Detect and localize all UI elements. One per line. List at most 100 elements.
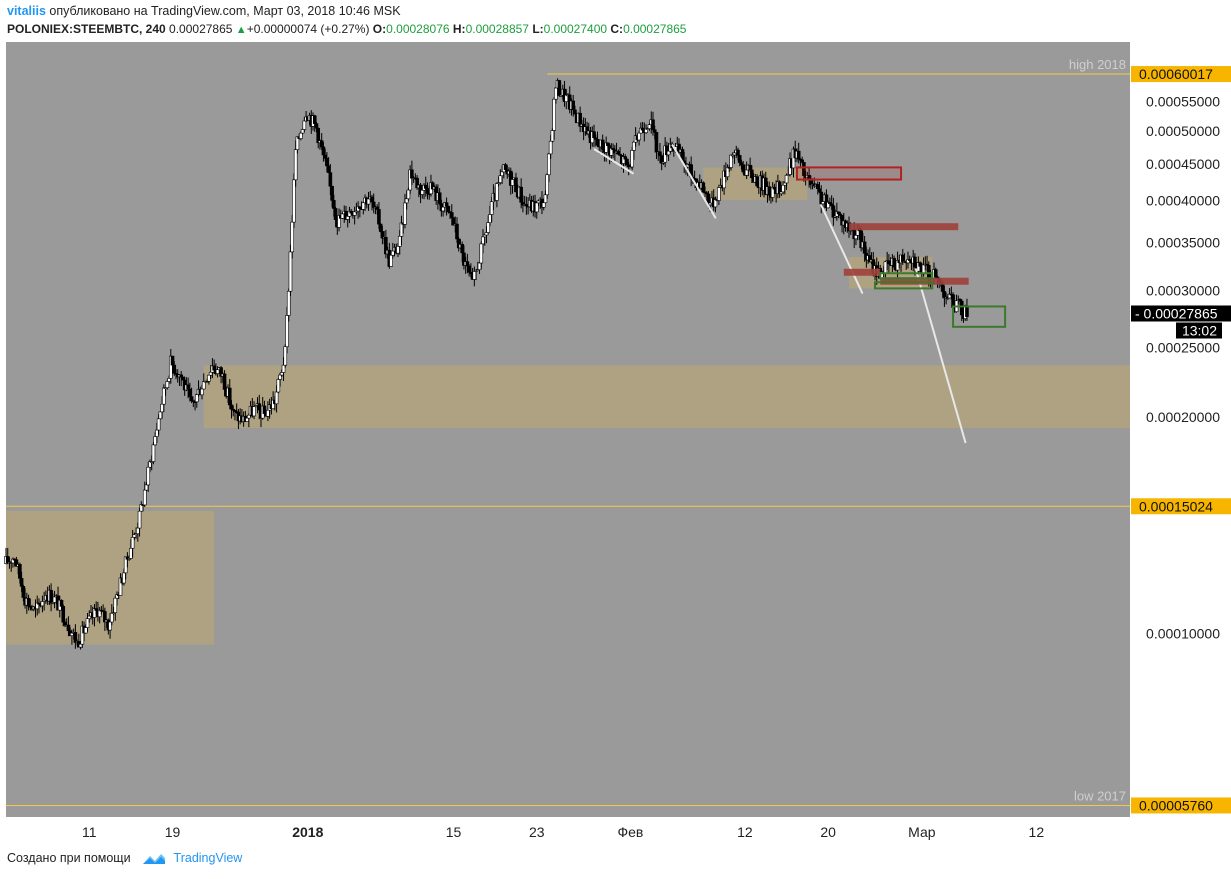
candle-body [933,269,938,278]
candle-body [186,384,190,390]
candle-body [333,208,338,220]
candle-body [755,176,759,187]
candle-body [156,418,161,431]
ohlc-line: POLONIEX:STEEMBTC, 240 0.00027865 ▲+0.00… [7,22,686,36]
candle-body [257,403,262,411]
time-axis[interactable] [0,817,1231,843]
candle-body [78,643,83,648]
candle-body [744,169,749,176]
candle-body [739,162,744,166]
candle-body [302,120,307,130]
candle-body [229,404,234,410]
candle-body [446,205,451,213]
candle-body [425,188,430,194]
x-tick-label-3: 15 [446,824,462,840]
candle-body [959,300,964,316]
candle-body [883,261,888,275]
candle-body [647,124,652,129]
candle-body [940,283,945,292]
candle-body [729,154,733,168]
candle-body [59,599,64,607]
candle-body [389,254,393,267]
candle-body [500,171,504,177]
close-label: C: [610,22,624,36]
candle-body [397,235,402,247]
candle-body [332,200,336,209]
candle-body [900,254,905,263]
x-tick-label-6: 12 [737,824,753,840]
candle-body [503,164,508,171]
level-price-1: 0.00015024 [1139,498,1213,514]
tradingview-link[interactable]: TradingView [173,851,243,865]
plot-area[interactable] [6,42,1130,843]
candle-body [481,236,485,245]
candle-body [312,115,317,124]
candle-body [406,189,411,200]
candle-body [212,365,216,371]
candle-body [130,536,135,549]
candle-body [640,127,645,131]
resistance-bar-2 [843,268,881,276]
candle-body [784,174,789,184]
candle-body [479,243,484,264]
candle-body [519,186,523,203]
candle-body [283,346,288,366]
trend-line-3 [914,268,967,444]
candle-body [19,578,24,587]
candle-body [370,196,374,203]
candle-body [227,387,232,406]
candle-body [179,374,183,378]
candle-body [632,141,636,151]
resistance-bar-1 [880,277,969,285]
candle-body [146,466,151,486]
author-link[interactable]: vitaliis [7,4,46,18]
high-label: H: [452,22,466,36]
candle-body [831,205,836,218]
candle-body [195,394,199,403]
candle-body [144,484,149,491]
candle-body [767,186,772,196]
candle-body [153,436,157,446]
candle-body [292,179,296,223]
candle-body [554,87,558,100]
candle-body [361,202,366,210]
candle-body [652,129,657,133]
candle-body [547,153,551,176]
candle-body [319,140,324,148]
level-name-0: high 2018 [1069,57,1126,72]
candle-body [455,223,459,240]
candle-body [821,201,825,205]
candle-body [444,202,449,207]
candle-body [325,157,329,167]
candle-body [918,262,922,267]
symbol-label[interactable]: POLONIEX:STEEMBTC, 240 [7,22,166,36]
level-price-box-1 [1131,498,1231,515]
trend-line-1 [671,143,717,219]
candle-body [85,618,90,628]
candle-body [484,232,489,236]
candle-body [151,444,156,462]
price-axis[interactable] [1130,42,1231,817]
x-tick-label-0: 11 [82,824,97,840]
candle-body [486,222,491,233]
candle-body [300,129,305,134]
candle-body [375,206,379,210]
candle-body [326,165,331,173]
candle-body [488,214,492,223]
target-box-1 [879,272,934,280]
candle-body [545,174,549,196]
candle-body [40,601,45,607]
price-chart[interactable]: 0.00010000 0.00020000 0.00025000 0.00030000… [0,42,1231,843]
tradingview-logo-icon [143,853,166,864]
open-label: O: [372,22,387,36]
x-tick-label-7: 20 [820,824,836,840]
open-value: 0.00028076 [386,22,450,36]
candle-body [266,409,270,417]
level-price-0: 0.00060017 [1139,66,1213,82]
publish-info: опубликовано на TradingView.com, Март 03… [49,4,401,18]
candle-body [137,510,142,529]
candle-body [377,209,381,225]
close-value: 0.00027865 [623,22,687,36]
y-tick-label-7: 0.00050000 [1146,123,1220,139]
candle-body [543,194,548,204]
